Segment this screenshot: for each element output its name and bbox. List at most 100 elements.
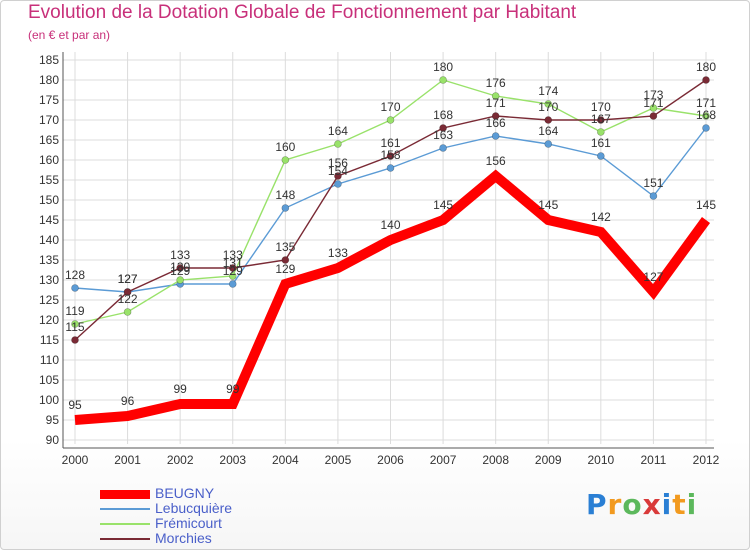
y-tick-label: 170 — [39, 113, 59, 127]
data-label-beugny: 96 — [121, 394, 135, 408]
x-tick-label: 2001 — [114, 453, 141, 467]
data-label-lebucquire: 127 — [118, 272, 138, 286]
data-point-lebucquire — [334, 180, 342, 188]
data-label-lebucquire: 166 — [486, 116, 506, 130]
y-tick-label: 185 — [39, 53, 59, 67]
data-label-beugny: 99 — [173, 382, 187, 396]
data-point-frmicourt — [228, 272, 237, 280]
data-point-frmicourt — [281, 156, 290, 164]
y-tick-label: 160 — [39, 153, 59, 167]
data-label-beugny: 145 — [538, 198, 558, 212]
logo-letter: i — [661, 488, 673, 521]
data-point-morchies — [491, 112, 500, 120]
y-tick-label: 130 — [39, 273, 59, 287]
data-label-frmicourt: 119 — [65, 304, 84, 318]
legend-item-morchies: Morchies — [100, 531, 300, 546]
data-label-lebucquire: 161 — [591, 136, 611, 150]
data-label-beugny: 145 — [696, 198, 716, 212]
data-label-morchies: 168 — [433, 108, 453, 122]
y-tick-label: 125 — [39, 293, 59, 307]
data-point-lebucquire — [439, 144, 447, 152]
data-label-lebucquire: 168 — [696, 108, 716, 122]
x-tick-label: 2012 — [693, 453, 720, 467]
y-tick-label: 95 — [46, 413, 60, 427]
data-point-frmicourt — [386, 116, 395, 124]
chart-subtitle: (en € et par an) — [28, 28, 111, 42]
data-point-lebucquire — [649, 192, 658, 200]
x-tick-label: 2008 — [482, 453, 509, 467]
legend-label-morchies: Morchies — [155, 530, 212, 546]
data-label-morchies: 170 — [591, 100, 611, 114]
data-point-morchies — [123, 288, 132, 296]
y-tick-label: 115 — [40, 333, 59, 347]
data-label-beugny: 145 — [433, 198, 453, 212]
chart-legend: BEUGNY Lebucquière Frémicourt Morchies — [100, 486, 300, 546]
data-point-morchies — [649, 112, 658, 120]
data-label-frmicourt: 164 — [328, 124, 348, 138]
y-tick-label: 165 — [39, 133, 59, 147]
data-label-lebucquire: 128 — [65, 268, 85, 282]
legend-item-frmicourt: Frémicourt — [100, 516, 300, 531]
y-tick-label: 175 — [39, 93, 59, 107]
logo-letter: r — [607, 488, 623, 521]
data-point-lebucquire — [597, 152, 605, 160]
y-tick-label: 135 — [39, 253, 59, 267]
data-label-morchies: 156 — [328, 156, 348, 170]
data-point-frmicourt — [71, 320, 79, 328]
data-label-lebucquire: 148 — [275, 188, 295, 202]
data-label-frmicourt: 130 — [170, 260, 190, 274]
legend-swatch-beugny — [100, 490, 150, 499]
y-tick-label: 105 — [39, 373, 59, 387]
data-point-morchies — [334, 172, 342, 180]
data-label-frmicourt: 173 — [643, 88, 663, 102]
data-point-lebucquire — [281, 204, 290, 212]
x-tick-label: 2003 — [219, 453, 246, 467]
y-tick-label: 150 — [39, 193, 59, 207]
data-label-morchies: 170 — [538, 100, 558, 114]
legend-label-frmicourt: Frémicourt — [155, 515, 222, 531]
data-point-lebucquire — [702, 124, 710, 132]
legend-item-beugny: BEUGNY — [100, 486, 300, 501]
data-point-frmicourt — [491, 92, 500, 100]
data-label-beugny: 129 — [275, 262, 295, 276]
data-point-lebucquire — [71, 284, 79, 292]
data-point-frmicourt — [649, 104, 658, 112]
data-point-morchies — [281, 256, 290, 264]
data-label-beugny: 95 — [68, 398, 82, 412]
logo-letter: t — [672, 488, 687, 521]
legend-label-beugny: BEUGNY — [155, 485, 215, 501]
data-label-beugny: 133 — [328, 246, 348, 260]
data-point-morchies — [386, 152, 395, 160]
x-tick-label: 2010 — [587, 453, 614, 467]
data-label-frmicourt: 122 — [118, 292, 138, 306]
y-tick-label: 100 — [39, 393, 59, 407]
data-point-lebucquire — [491, 132, 500, 140]
data-label-morchies: 133 — [223, 248, 243, 262]
data-point-morchies — [702, 76, 710, 84]
data-point-frmicourt — [702, 112, 710, 120]
logo-letter: P — [586, 488, 608, 521]
data-label-morchies: 127 — [118, 272, 138, 286]
chart-title: Evolution de la Dotation Globale de Fonc… — [28, 2, 577, 23]
data-point-frmicourt — [123, 308, 132, 316]
x-tick-label: 2005 — [325, 453, 352, 467]
data-label-lebucquire: 164 — [538, 124, 558, 138]
series-line-beugny — [74, 169, 711, 425]
y-tick-label: 180 — [39, 73, 59, 87]
data-label-beugny: 99 — [226, 382, 240, 396]
data-point-frmicourt — [334, 140, 342, 148]
data-point-frmicourt — [176, 276, 184, 284]
data-point-morchies — [228, 264, 237, 272]
data-point-frmicourt — [597, 128, 605, 136]
data-label-frmicourt: 131 — [223, 256, 243, 270]
x-tick-label: 2006 — [377, 453, 404, 467]
legend-swatch-morchies — [100, 538, 150, 540]
logo-letter: x — [642, 488, 662, 521]
legend-swatch-frmicourt — [100, 523, 150, 525]
data-label-beugny: 140 — [380, 218, 400, 232]
x-tick-label: 2004 — [272, 453, 299, 467]
data-point-lebucquire — [386, 164, 395, 172]
data-label-morchies: 171 — [643, 96, 663, 110]
proxiti-logo: Proxiti — [586, 488, 697, 521]
